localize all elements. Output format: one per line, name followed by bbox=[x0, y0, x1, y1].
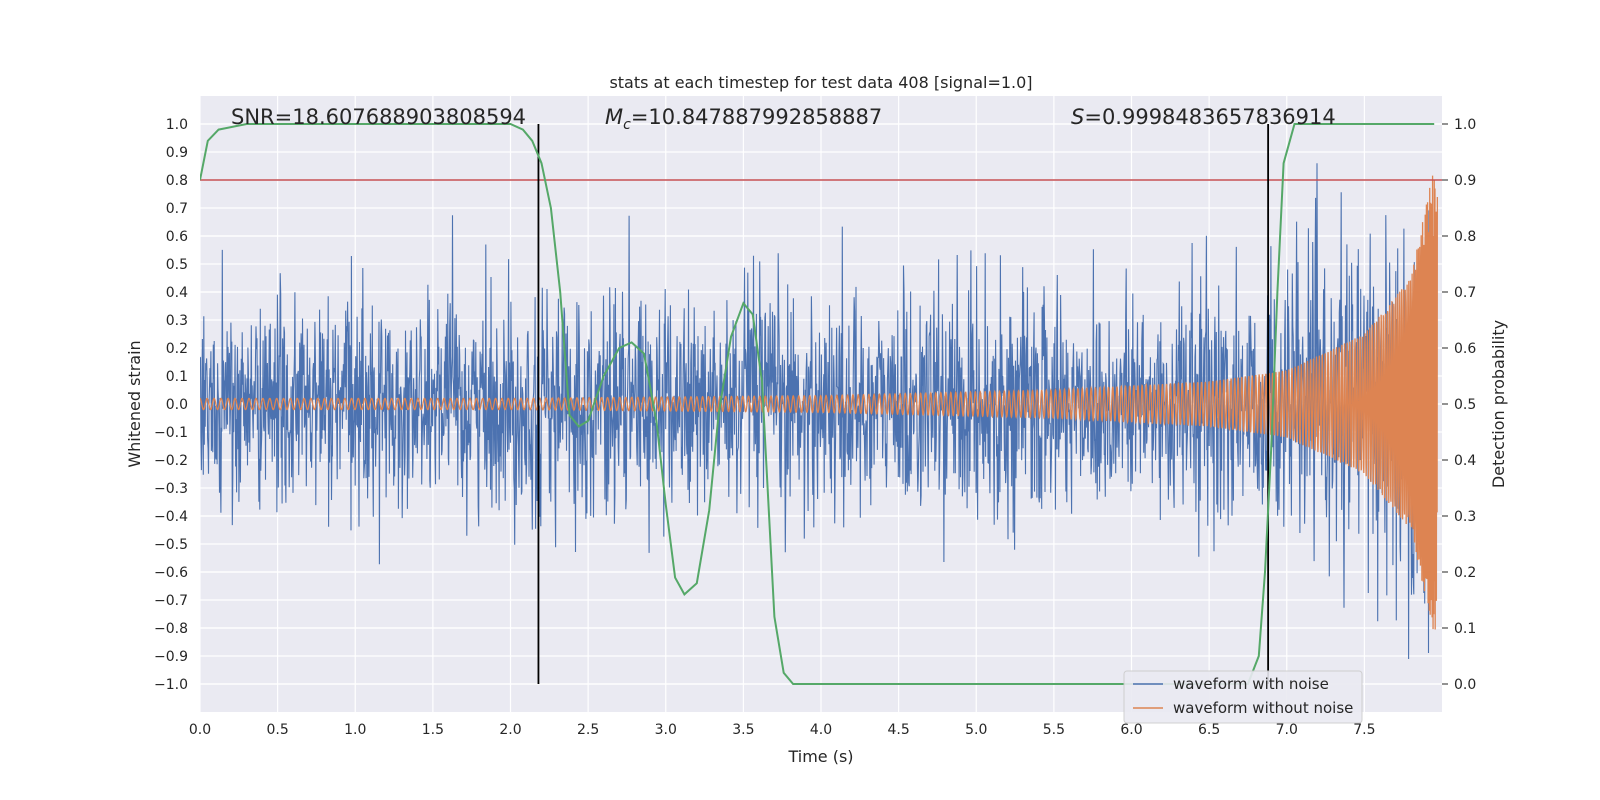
y-left-axis-ticks: 1.0 0.9 0.8 0.7 0.6 0.5 0.4 0.3 0.2 0.1 0.0 −0.1 −0.… bbox=[154, 117, 188, 693]
chirp-mass-symbol: M bbox=[605, 105, 623, 129]
y-left-tick-label: −1.0 bbox=[154, 677, 188, 693]
chirp-mass-subscript: c bbox=[623, 117, 631, 133]
series-detection-probability bbox=[200, 123, 1435, 685]
x-tick-label: 0.0 bbox=[189, 722, 211, 738]
x-tick-label: 3.5 bbox=[732, 722, 754, 738]
y-left-tick-label: 0.4 bbox=[166, 285, 188, 301]
y-left-tick-label: 0.0 bbox=[166, 397, 188, 413]
y-left-tick-label: −0.1 bbox=[154, 425, 188, 441]
x-tick-label: 2.5 bbox=[577, 722, 599, 738]
y-left-tick-label: 0.3 bbox=[166, 313, 188, 329]
legend-box bbox=[1123, 670, 1363, 724]
y-left-tick-label: 0.2 bbox=[166, 341, 188, 357]
x-tick-label: 5.0 bbox=[965, 722, 987, 738]
legend-label-with-noise: waveform with noise bbox=[1173, 675, 1329, 693]
y-left-tick-label: 0.1 bbox=[166, 369, 188, 385]
x-tick-label: 6.5 bbox=[1198, 722, 1220, 738]
y-left-tick-label: 0.8 bbox=[166, 173, 188, 189]
y-left-tick-label: 0.6 bbox=[166, 229, 188, 245]
chirp-mass-value: =10.847887992858887 bbox=[631, 105, 882, 129]
x-tick-label: 5.5 bbox=[1043, 722, 1065, 738]
series-waveform-without-noise bbox=[200, 175, 1438, 630]
snr-annotation: SNR=18.607688903808594 bbox=[231, 105, 526, 129]
x-tick-label: 6.0 bbox=[1120, 722, 1142, 738]
y-right-tick-label: 0.7 bbox=[1454, 285, 1476, 301]
y-left-tick-label: −0.6 bbox=[154, 565, 188, 581]
x-axis-ticks: 0.0 0.5 1.0 1.5 2.0 2.5 3.0 3.5 4.0 4.5 5.0 5.5 6.0 6… bbox=[189, 722, 1376, 738]
y-right-tick-label: 0.4 bbox=[1454, 453, 1476, 469]
chart-title: stats at each timestep for test data 408… bbox=[609, 73, 1032, 92]
y-left-axis-label: Whitened strain bbox=[125, 340, 144, 467]
x-tick-label: 0.5 bbox=[266, 722, 288, 738]
y-left-tick-label: 0.7 bbox=[166, 201, 188, 217]
y-right-axis-label: Detection probability bbox=[1489, 320, 1508, 488]
y-right-tick-label: 1.0 bbox=[1454, 117, 1476, 133]
x-tick-label: 4.0 bbox=[810, 722, 832, 738]
legend-label-without-noise: waveform without noise bbox=[1173, 699, 1353, 717]
y-right-axis-ticks: 1.0 0.9 0.8 0.7 0.6 0.5 0.4 0.3 0.2 0.1 0.0 bbox=[1442, 117, 1476, 693]
series-waveform-with-noise bbox=[200, 163, 1435, 660]
legend: waveform with noise waveform without noi… bbox=[1123, 670, 1363, 724]
x-tick-label: 1.0 bbox=[344, 722, 366, 738]
x-tick-label: 3.0 bbox=[655, 722, 677, 738]
y-right-tick-label: 0.0 bbox=[1454, 677, 1476, 693]
y-left-tick-label: 0.9 bbox=[166, 145, 188, 161]
x-axis-label: Time (s) bbox=[787, 747, 853, 766]
y-left-tick-label: −0.8 bbox=[154, 621, 188, 637]
y-left-tick-label: −0.5 bbox=[154, 537, 188, 553]
plot-area bbox=[200, 123, 1442, 685]
score-value: =0.9998483657836914 bbox=[1084, 105, 1335, 129]
y-left-tick-label: −0.4 bbox=[154, 509, 188, 525]
y-left-tick-label: −0.3 bbox=[154, 481, 188, 497]
y-left-tick-label: 1.0 bbox=[166, 117, 188, 133]
y-left-tick-label: −0.9 bbox=[154, 649, 188, 665]
y-right-tick-label: 0.3 bbox=[1454, 509, 1476, 525]
score-annotation: S=0.9998483657836914 bbox=[1071, 105, 1336, 129]
x-tick-label: 1.5 bbox=[422, 722, 444, 738]
x-tick-label: 4.5 bbox=[887, 722, 909, 738]
y-right-tick-label: 0.5 bbox=[1454, 397, 1476, 413]
x-tick-label: 7.5 bbox=[1353, 722, 1375, 738]
y-right-tick-label: 0.9 bbox=[1454, 173, 1476, 189]
y-right-tick-label: 0.6 bbox=[1454, 341, 1476, 357]
y-left-tick-label: −0.7 bbox=[154, 593, 188, 609]
y-right-tick-label: 0.8 bbox=[1454, 229, 1476, 245]
y-left-tick-label: 0.5 bbox=[166, 257, 188, 273]
x-tick-label: 2.0 bbox=[499, 722, 521, 738]
y-left-tick-label: −0.2 bbox=[154, 453, 188, 469]
y-right-tick-label: 0.1 bbox=[1454, 621, 1476, 637]
y-right-tick-label: 0.2 bbox=[1454, 565, 1476, 581]
chirp-mass-annotation: Mc=10.847887992858887 bbox=[605, 105, 882, 133]
score-symbol: S bbox=[1071, 105, 1084, 129]
x-tick-label: 7.0 bbox=[1276, 722, 1298, 738]
